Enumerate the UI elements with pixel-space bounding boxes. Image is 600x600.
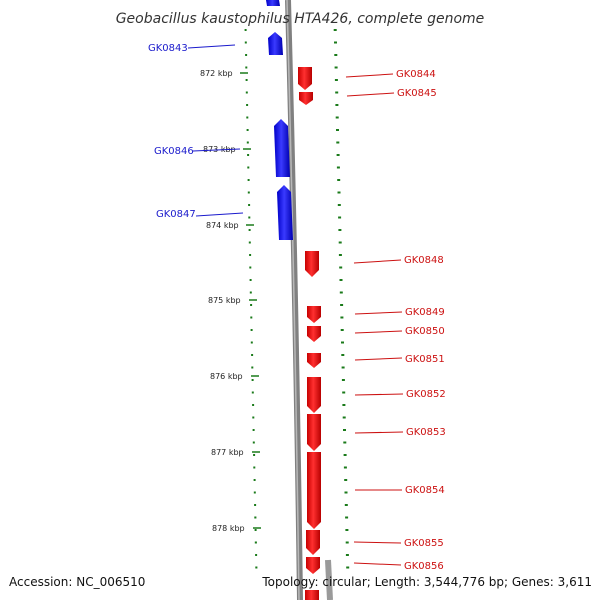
gene-label-gk0846[interactable]: GK0846 xyxy=(154,146,194,157)
gene-label-gk0849[interactable]: GK0849 xyxy=(405,307,445,318)
gene-label-gk0854[interactable]: GK0854 xyxy=(405,485,445,496)
plus-strand-genes xyxy=(298,67,321,600)
gene-label-gk0852[interactable]: GK0852 xyxy=(406,389,446,400)
gene-arrow-gk0855[interactable] xyxy=(306,530,320,555)
backbone-arc xyxy=(285,0,303,600)
gene-arrow-gk0848[interactable] xyxy=(305,251,319,277)
gene-arrow-gk0852[interactable] xyxy=(307,377,321,413)
label-leader-lines xyxy=(187,44,404,566)
tick-label-877: 877 kbp xyxy=(211,448,244,457)
gene-arrow-gk0853[interactable] xyxy=(307,414,321,451)
accession-text: Accession: NC_006510 xyxy=(9,575,145,589)
tick-label-876: 876 kbp xyxy=(210,372,243,381)
gene-arrow-gk0845[interactable] xyxy=(299,92,313,105)
gene-arrow-gk0847[interactable] xyxy=(277,185,293,240)
gene-label-gk0844[interactable]: GK0844 xyxy=(396,69,436,80)
gene-arrow-gk0849[interactable] xyxy=(307,306,321,323)
backbone-arc-outer xyxy=(325,559,333,600)
gene-arrow-gk0856[interactable] xyxy=(306,557,320,574)
gene-label-gk0855[interactable]: GK0855 xyxy=(404,538,444,549)
ticks: 872 kbp 873 kbp 874 kbp 875 kbp 876 kbp … xyxy=(200,69,261,533)
tick-label-878: 878 kbp xyxy=(212,524,245,533)
backbone-arc-highlight xyxy=(286,0,300,600)
tick-label-875: 875 kbp xyxy=(208,296,241,305)
gene-arrow-gk0854[interactable] xyxy=(307,452,321,529)
minus-strand-genes xyxy=(266,0,293,240)
gene-arrow-top-partial xyxy=(266,0,280,6)
gene-label-gk0851[interactable]: GK0851 xyxy=(405,354,445,365)
gene-label-gk0853[interactable]: GK0853 xyxy=(406,427,446,438)
tick-label-874: 874 kbp xyxy=(206,221,239,230)
gene-label-gk0850[interactable]: GK0850 xyxy=(405,326,445,337)
gene-label-gk0848[interactable]: GK0848 xyxy=(404,255,444,266)
gene-label-gk0856[interactable]: GK0856 xyxy=(404,561,444,572)
gene-arrow-gk0843[interactable] xyxy=(268,32,283,55)
gene-arrow-gk0850[interactable] xyxy=(307,326,321,342)
map-title: Geobacillus kaustophilus HTA426, complet… xyxy=(116,11,485,27)
gene-arrow-gk0851[interactable] xyxy=(307,353,321,368)
gene-label-gk0845[interactable]: GK0845 xyxy=(397,88,437,99)
gene-arrow-bottom-partial xyxy=(305,590,319,600)
gc-content-track-right xyxy=(333,29,350,569)
gene-arrow-gk0846[interactable] xyxy=(274,119,290,177)
tick-label-872: 872 kbp xyxy=(200,69,233,78)
gene-arrow-gk0844[interactable] xyxy=(298,67,312,90)
gc-content-track-left xyxy=(244,29,258,569)
topology-text: Topology: circular; Length: 3,544,776 bp… xyxy=(261,575,592,589)
gene-label-gk0847[interactable]: GK0847 xyxy=(156,209,196,220)
gene-labels: GK0843 GK0844 GK0845 GK0846 GK0847 GK084… xyxy=(148,43,446,572)
gene-label-gk0843[interactable]: GK0843 xyxy=(148,43,188,54)
